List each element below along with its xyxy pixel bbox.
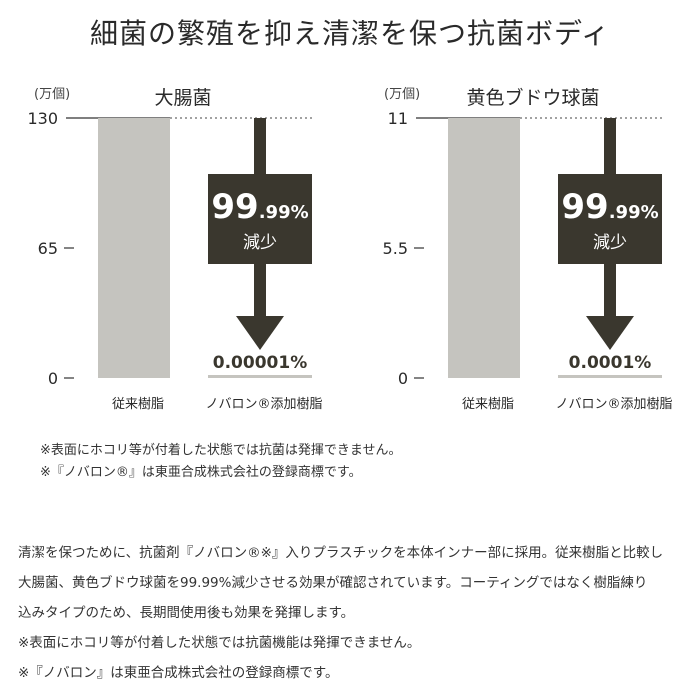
reduction-arrow-head — [586, 316, 634, 350]
chart-title: 大腸菌 — [154, 87, 211, 109]
y-tick-label: 130 — [27, 109, 58, 128]
reduction-percent: 99.99% — [561, 187, 658, 227]
category-label-novaron: ノバロン®添加樹脂 — [555, 397, 672, 412]
reduction-big: 99 — [561, 187, 608, 227]
description-line: 大腸菌、黄色ブドウ球菌を99.99%減少させる効果が確認されています。コーティン… — [18, 575, 648, 591]
reduction-big: 99 — [211, 187, 258, 227]
chart-e-coli-svg: 大腸菌 (万個) 0 65 130 99.99% 減少 0.00001% 従来樹脂 ノバロン®添加… — [27, 87, 322, 412]
reduction-small: .99% — [609, 202, 659, 223]
reduction-label: 減少 — [243, 233, 277, 253]
y-unit-label: (万個) — [384, 87, 420, 102]
chart-staphylococcus: 黄色ブドウ球菌 (万個) 0 5.5 11 99.99% 減少 0.0001% 従来樹脂 ノバロン… — [350, 78, 700, 418]
description-line: 清潔を保つために、抗菌剤『ノバロン®※』入りプラスチックを本体インナー部に採用。… — [18, 545, 664, 561]
reduction-label: 減少 — [593, 233, 627, 253]
bar-novaron — [208, 375, 312, 378]
y-tick-label: 0 — [48, 369, 58, 388]
note-line: ※表面にホコリ等が付着した状態では抗菌は発揮できません。 — [40, 443, 402, 458]
category-label-novaron: ノバロン®添加樹脂 — [205, 397, 322, 412]
y-tick-label: 0 — [398, 369, 408, 388]
description-line: 込みタイプのため、長期間使用後も効果を発揮します。 — [18, 605, 355, 621]
result-label: 0.00001% — [213, 353, 307, 373]
bar-novaron — [558, 375, 662, 378]
reduction-arrow-head — [236, 316, 284, 350]
note-line: ※『ノバロン®』は東亜合成株式会社の登録商標です。 — [40, 465, 362, 480]
y-tick-label: 11 — [388, 109, 408, 128]
reduction-small: .99% — [259, 202, 309, 223]
chart-notes: ※表面にホコリ等が付着した状態では抗菌は発揮できません。 ※『ノバロン®』は東亜… — [40, 440, 402, 484]
description-line: ※『ノバロン』は東亜合成株式会社の登録商標です。 — [18, 665, 339, 681]
bar-conventional — [448, 118, 520, 378]
chart-staphylococcus-svg: 黄色ブドウ球菌 (万個) 0 5.5 11 99.99% 減少 0.0001% 従来樹脂 ノバロン… — [383, 86, 673, 412]
chart-e-coli: 大腸菌 (万個) 0 65 130 99.99% 減少 0.00001% 従来樹脂 ノバロン®添加… — [0, 78, 350, 418]
bar-conventional — [98, 118, 170, 378]
category-label-conventional: 従来樹脂 — [112, 397, 164, 412]
reduction-box — [558, 174, 662, 264]
reduction-box — [208, 174, 312, 264]
reduction-percent: 99.99% — [211, 187, 308, 227]
result-label: 0.0001% — [569, 353, 652, 373]
y-tick-label: 5.5 — [383, 239, 408, 258]
y-tick-label: 65 — [38, 239, 58, 258]
category-label-conventional: 従来樹脂 — [462, 397, 514, 412]
y-unit-label: (万個) — [34, 87, 70, 102]
description-line: ※表面にホコリ等が付着した状態では抗菌機能は発揮できません。 — [18, 635, 421, 651]
chart-title: 黄色ブドウ球菌 — [466, 86, 599, 109]
page-title: 細菌の繁殖を抑え清潔を保つ抗菌ボディ — [89, 17, 611, 50]
description: 清潔を保つために、抗菌剤『ノバロン®※』入りプラスチックを本体インナー部に採用。… — [18, 538, 688, 688]
